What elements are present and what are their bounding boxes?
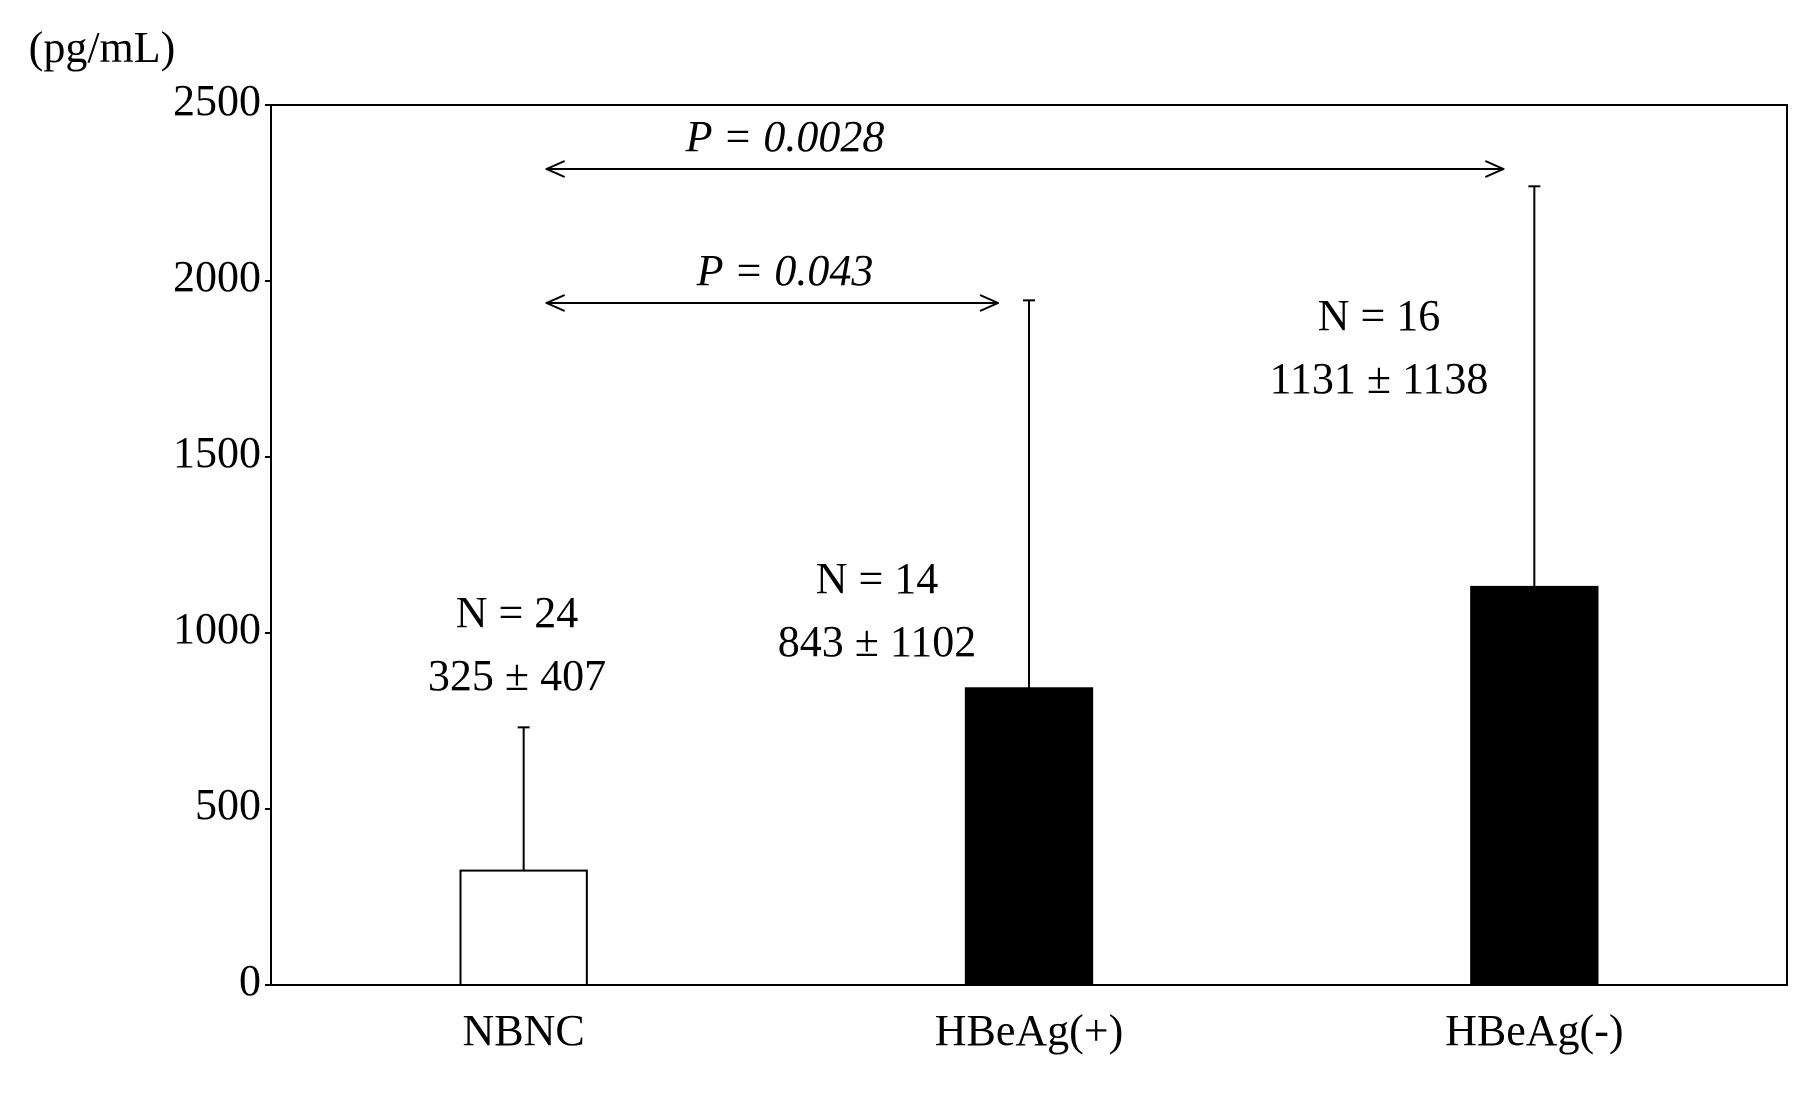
y-tick-label: 2500	[173, 76, 261, 125]
value-label: 325 ± 407	[428, 651, 606, 700]
p-value-label: P = 0.043	[696, 246, 874, 295]
y-tick-label: 2000	[173, 252, 261, 301]
bar	[1470, 585, 1599, 986]
y-tick-label: 1000	[173, 604, 261, 653]
value-label: 843 ± 1102	[778, 617, 977, 666]
y-tick-label: 1500	[173, 428, 261, 477]
bar	[459, 869, 588, 986]
y-tick-label: 500	[195, 780, 261, 829]
n-label: N = 16	[1318, 291, 1441, 340]
p-value-label: P = 0.0028	[685, 112, 885, 161]
y-axis-label: (pg/mL)	[29, 23, 176, 72]
x-tick-label: HBeAg(-)	[1445, 1006, 1623, 1055]
n-label: N = 24	[456, 588, 579, 637]
n-label: N = 14	[816, 554, 939, 603]
value-label: 1131 ± 1138	[1270, 354, 1489, 403]
y-tick-label: 0	[239, 956, 261, 1005]
x-tick-label: HBeAg(+)	[935, 1006, 1124, 1055]
x-tick-label: NBNC	[463, 1006, 585, 1055]
bar	[964, 687, 1094, 986]
